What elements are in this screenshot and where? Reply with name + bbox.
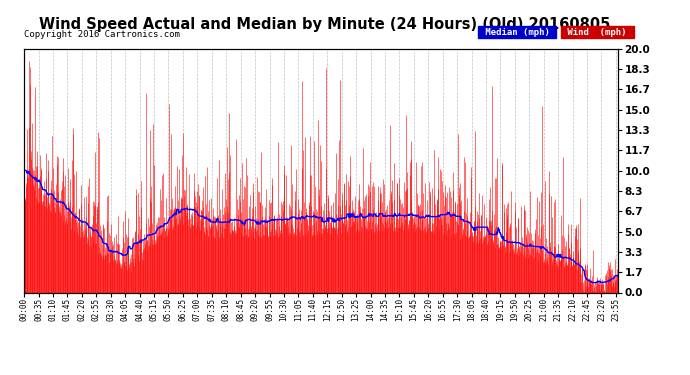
Text: Wind  (mph): Wind (mph) xyxy=(562,28,632,37)
Text: Wind Speed Actual and Median by Minute (24 Hours) (Old) 20160805: Wind Speed Actual and Median by Minute (… xyxy=(39,17,610,32)
Text: Copyright 2016 Cartronics.com: Copyright 2016 Cartronics.com xyxy=(24,30,180,39)
Text: Median (mph): Median (mph) xyxy=(480,28,555,37)
